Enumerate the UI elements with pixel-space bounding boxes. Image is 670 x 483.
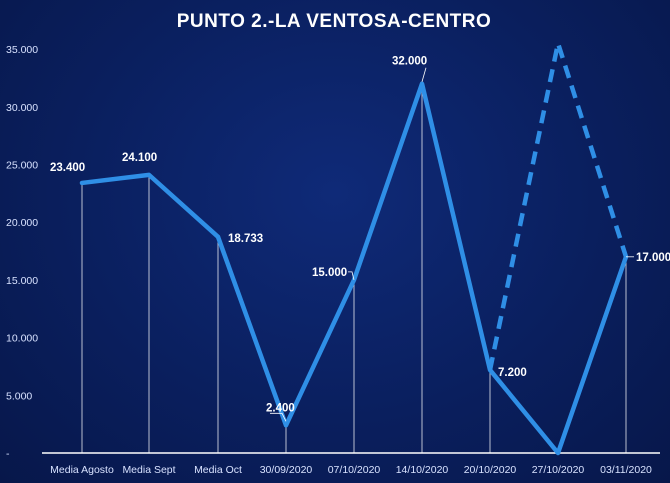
series-line-dashed [487, 41, 629, 371]
label-leader-line [348, 271, 355, 280]
data-label: 7.200 [498, 367, 527, 379]
y-tick-label: 20.000 [6, 217, 38, 229]
y-tick-label: 25.000 [6, 159, 38, 171]
x-tick-label: 03/11/2020 [600, 464, 652, 476]
data-label: 24.100 [122, 152, 157, 164]
x-tick-label: Media Sept [122, 464, 175, 476]
y-tick-label: 10.000 [6, 333, 38, 345]
data-label: 2.400 [266, 402, 295, 414]
y-tick-label: 35.000 [6, 44, 38, 56]
x-tick-label: 14/10/2020 [396, 464, 449, 476]
label-leader-line [421, 67, 427, 82]
x-tick-label: 20/10/2020 [464, 464, 517, 476]
x-tick-label: Media Agosto [50, 464, 114, 476]
data-label: 32.000 [392, 56, 427, 68]
x-tick-label: 07/10/2020 [328, 464, 381, 476]
data-label: 23.400 [50, 162, 85, 174]
data-label: 15.000 [312, 267, 347, 279]
x-tick-label: Media Oct [194, 464, 242, 476]
y-tick-label: - [6, 448, 10, 460]
x-tick-label: 30/09/2020 [260, 464, 313, 476]
label-leader-line [270, 412, 287, 422]
y-tick-label: 15.000 [6, 275, 38, 287]
y-tick-label: 5.000 [6, 390, 32, 402]
y-tick-label: 30.000 [6, 102, 38, 114]
data-label: 17.000 [636, 252, 670, 264]
chart-title: PUNTO 2.-LA VENTOSA-CENTRO [177, 11, 492, 32]
x-tick-label: 27/10/2020 [532, 464, 585, 476]
data-label: 18.733 [228, 233, 263, 245]
